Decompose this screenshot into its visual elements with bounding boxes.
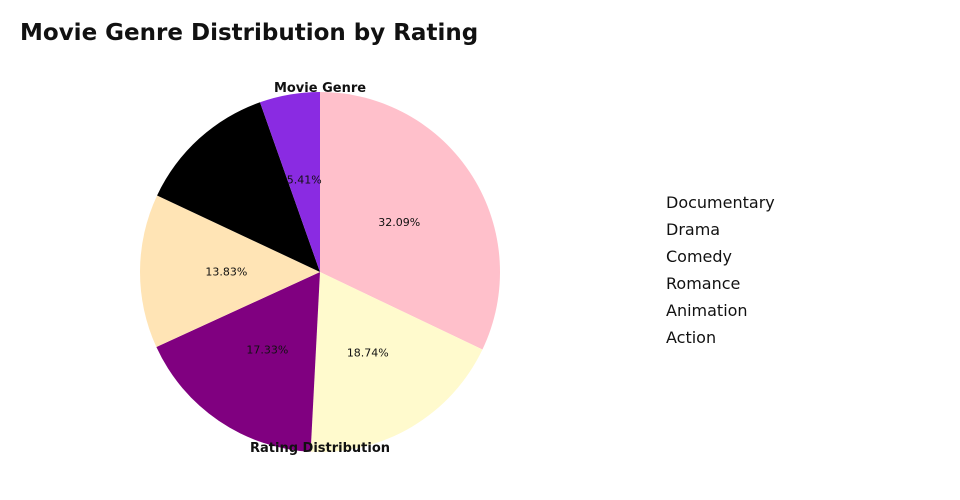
pie-bottom-label: Rating Distribution xyxy=(250,441,390,456)
legend-item[interactable]: Animation xyxy=(666,301,748,320)
legend-item[interactable]: Romance xyxy=(666,274,741,293)
slice-value-label: 5.41% xyxy=(287,174,322,187)
chart-legend: Documentary Drama Comedy Romance Animati… xyxy=(666,192,775,354)
chart-title: Movie Genre Distribution by Rating xyxy=(20,20,479,46)
pie-top-label: Movie Genre xyxy=(274,81,366,96)
pie-slices xyxy=(139,92,500,453)
pie-slice-action[interactable] xyxy=(259,92,320,272)
legend-item[interactable]: Drama xyxy=(666,220,721,239)
legend-item[interactable]: Action xyxy=(666,328,717,347)
slice-value-label: 17.33% xyxy=(246,343,288,356)
slice-value-label: 32.09% xyxy=(378,216,420,229)
pie-slice-labels: 32.09% 18.74% 17.33% 13.83% 5.41% xyxy=(205,174,420,360)
pie-slice-romance[interactable] xyxy=(139,195,320,347)
pie-slice-animation[interactable] xyxy=(157,102,320,272)
legend-item[interactable]: Comedy xyxy=(666,247,733,266)
pie-slice-documentary[interactable] xyxy=(320,92,500,350)
slice-value-label: 13.83% xyxy=(205,266,247,279)
pie-slice-drama[interactable] xyxy=(310,272,483,453)
legend-item[interactable]: Documentary xyxy=(666,193,775,212)
slice-value-label: 18.74% xyxy=(347,346,389,359)
pie-slice-comedy[interactable] xyxy=(156,272,320,452)
